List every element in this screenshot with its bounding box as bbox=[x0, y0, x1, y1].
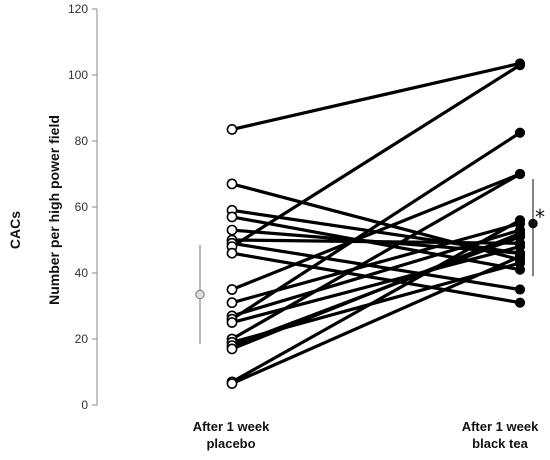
y-axis-label: Number per high power field bbox=[46, 115, 62, 305]
y-tick-label: 80 bbox=[75, 134, 89, 148]
placebo-point bbox=[226, 211, 238, 223]
black-tea-point bbox=[514, 60, 526, 71]
category-label: After 1 week bbox=[462, 419, 539, 434]
pair-line bbox=[230, 131, 522, 321]
black-tea-point bbox=[514, 297, 526, 308]
pair-line bbox=[230, 172, 522, 341]
placebo-point bbox=[226, 124, 238, 135]
y-tick-label: 20 bbox=[75, 332, 89, 346]
y-tick-label: 40 bbox=[75, 266, 89, 280]
summary-mean bbox=[528, 218, 538, 229]
y-tick-label: 60 bbox=[75, 200, 89, 214]
y-axis: 0 20 40 60 80 100 120 bbox=[68, 2, 98, 412]
significance-marker: * bbox=[535, 205, 545, 229]
black-tea-point bbox=[514, 284, 526, 295]
placebo-point bbox=[226, 247, 238, 259]
placebo-point bbox=[226, 343, 238, 355]
black-tea-point bbox=[514, 228, 526, 239]
black-tea-point bbox=[514, 127, 526, 138]
y-tick-label: 0 bbox=[81, 398, 88, 412]
black-tea-point bbox=[514, 215, 526, 226]
y-tick-label: 120 bbox=[68, 2, 88, 16]
pair-line bbox=[230, 231, 522, 351]
placebo-point bbox=[226, 178, 238, 190]
category-labels: After 1 week placebo After 1 week black tea bbox=[193, 419, 539, 451]
pair-line bbox=[230, 61, 522, 132]
black-tea-point bbox=[514, 251, 526, 262]
category-label: black tea bbox=[472, 436, 528, 451]
summary-mean bbox=[195, 289, 205, 300]
placebo-point bbox=[226, 224, 238, 236]
black-tea-point bbox=[514, 241, 526, 252]
pair-line bbox=[230, 172, 522, 292]
pair-line bbox=[230, 228, 522, 318]
black-tea-point bbox=[514, 168, 526, 180]
pair-line bbox=[230, 254, 522, 386]
category-label: After 1 week bbox=[193, 419, 270, 434]
y-tick-label: 100 bbox=[68, 68, 88, 82]
paired-lines bbox=[226, 58, 526, 389]
summary-markers bbox=[195, 178, 538, 344]
category-label: placebo bbox=[206, 436, 255, 451]
pair-line bbox=[230, 241, 522, 292]
pair-line bbox=[230, 63, 522, 249]
pair-line bbox=[230, 218, 522, 384]
placebo-point bbox=[226, 297, 238, 309]
y-axis-outer-label: CACs bbox=[7, 211, 23, 249]
placebo-point bbox=[226, 317, 238, 328]
pair-line bbox=[230, 251, 522, 305]
placebo-point bbox=[226, 284, 238, 295]
placebo-point bbox=[226, 378, 238, 389]
